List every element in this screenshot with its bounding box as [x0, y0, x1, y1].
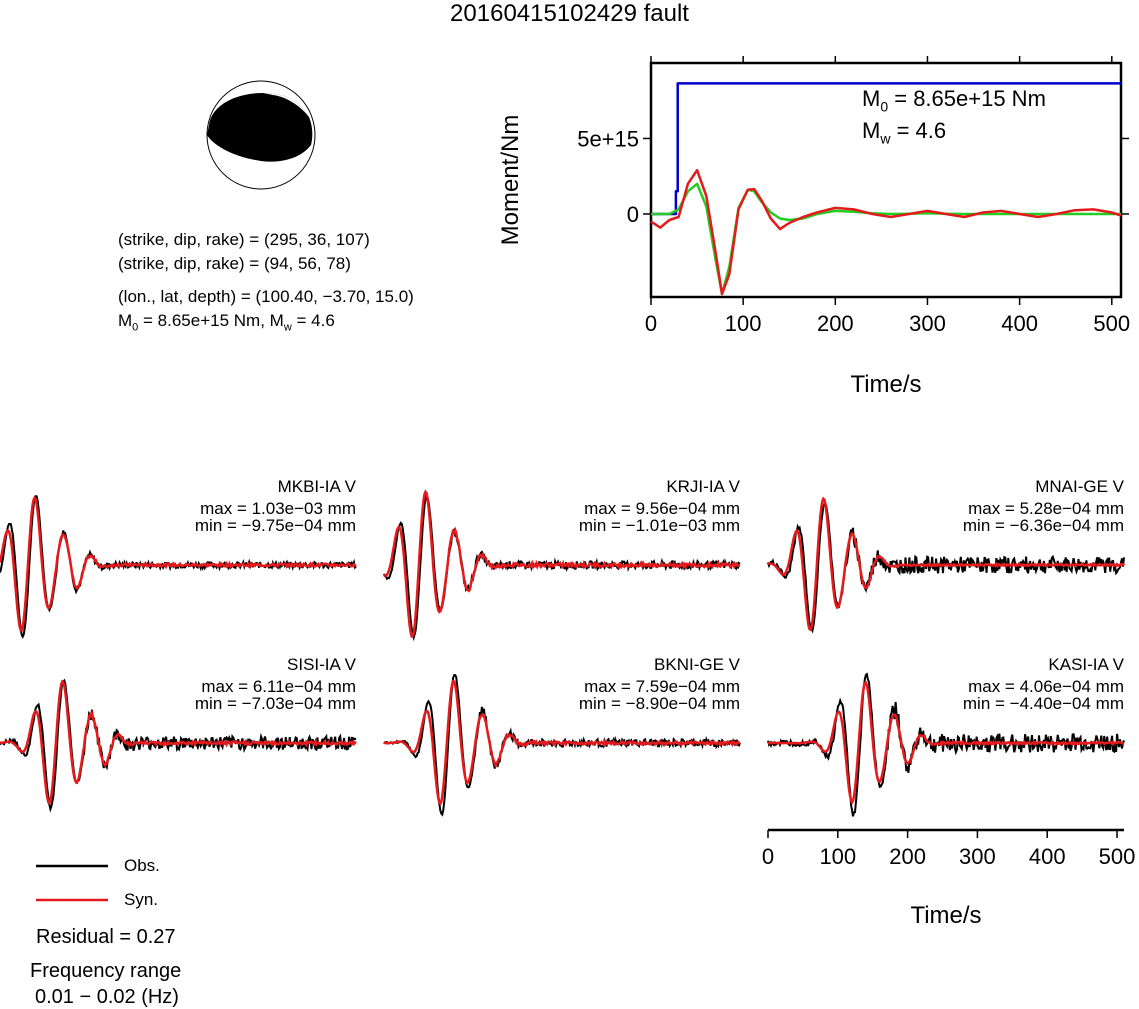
station-station: KASI-IA V: [1048, 655, 1124, 674]
stf-plot-frame: [649, 61, 1123, 299]
residual-text: Residual = 0.27: [36, 926, 176, 948]
station-min: min = −7.03e−04 mm: [194, 694, 356, 713]
x-tick-label: 200: [817, 311, 854, 336]
nodal-plane-2: (strike, dip, rake) = (94, 56, 78): [118, 254, 351, 273]
red-moment-rate-line: [650, 168, 1122, 296]
station-max: max = 5.28e−04 mm: [968, 499, 1124, 518]
hypocenter-location: (lon., lat, depth) = (100.40, −3.70, 15.…: [118, 287, 414, 306]
focal-mechanism-beachball: [206, 80, 316, 190]
synthetic-waveform: [384, 679, 741, 806]
synthetic-waveform: [0, 495, 357, 632]
waveform-x-tick-label: 0: [762, 844, 774, 869]
waveform-x-tick-label: 300: [959, 844, 996, 869]
waveform-x-tick-label: 100: [819, 844, 856, 869]
station-station: KRJI-IA V: [666, 477, 740, 496]
station-max: max = 6.11e−04 mm: [201, 677, 356, 696]
station-station: SISI-IA V: [287, 655, 356, 674]
station-station: MKBI-IA V: [277, 477, 356, 496]
stf-mw-annotation: Mw = 4.6: [862, 118, 947, 147]
x-tick-label: 500: [1093, 311, 1130, 336]
moment-magnitude-summary: M0 = 8.65e+15 Nm, Mw = 4.6: [118, 311, 335, 334]
beachball-compression-quadrant: [207, 93, 313, 162]
x-tick-label: 100: [725, 311, 762, 336]
waveform-x-tick-label: 500: [1099, 844, 1136, 869]
stf-m0-annotation: M0 = 8.65e+15 Nm: [862, 86, 1046, 115]
x-tick-label: 300: [909, 311, 946, 336]
station-max: max = 4.06e−04 mm: [968, 677, 1124, 696]
station-label-block: BKNI-GE V max = 7.59e−04 mm min = −8.90e−0…: [579, 656, 740, 712]
x-tick-label: 0: [645, 311, 657, 336]
station-label-block: KASI-IA V max = 4.06e−04 mm min = −4.40e−0…: [963, 656, 1124, 712]
station-min: min = −6.36e−04 mm: [962, 516, 1124, 535]
waveform-x-axis-label: Time/s: [910, 902, 981, 929]
synthetic-waveform: [383, 489, 741, 638]
nodal-plane-1: (strike, dip, rake) = (295, 36, 107): [118, 230, 370, 249]
green-moment-rate-line: [651, 182, 1121, 296]
legend-syn-label: Syn.: [124, 890, 159, 909]
station-label-block: SISI-IA V max = 6.11e−04 mm min = −7.03e−0…: [195, 656, 356, 712]
station-max: max = 9.56e−04 mm: [584, 499, 740, 518]
y-tick-label: 5e+15: [577, 126, 639, 151]
waveform-x-tick-label: 400: [1029, 844, 1066, 869]
station-station: BKNI-GE V: [654, 655, 740, 674]
waveform-x-tick-label: 200: [889, 844, 926, 869]
station-max: max = 1.03e−03 mm: [200, 499, 356, 518]
station-station: MNAI-GE V: [1035, 477, 1124, 496]
legend-obs-label: Obs.: [124, 856, 160, 875]
moment-rate-chart: 0 100 200 300 400 500 0 5e+15 Moment/Nm Time/s: [497, 56, 1130, 398]
frequency-range-title: Frequency range: [30, 960, 182, 982]
x-tick-label: 400: [1001, 311, 1038, 336]
y-tick-label: 0: [627, 202, 639, 227]
station-min: min = −9.75e−04 mm: [194, 516, 356, 535]
station-min: min = −4.40e−04 mm: [962, 694, 1124, 713]
synthetic-waveform: [767, 681, 1125, 805]
synthetic-waveform: [0, 679, 357, 805]
frequency-range-value: 0.01 − 0.02 (Hz): [35, 986, 179, 1008]
station-max: max = 7.59e−04 mm: [584, 677, 740, 696]
station-min: min = −8.90e−04 mm: [578, 694, 740, 713]
station-label-block: MNAI-GE V max = 5.28e−04 mm min = −6.36e−0…: [963, 478, 1124, 534]
station-label-block: KRJI-IA V max = 9.56e−04 mm min = −1.01e−0…: [579, 478, 740, 534]
station-min: min = −1.01e−03 mm: [578, 516, 740, 535]
legend-lines: [36, 864, 108, 902]
synthetic-waveform: [767, 496, 1126, 632]
station-label-block: MKBI-IA V max = 1.03e−03 mm min = −9.75e−0…: [195, 478, 356, 534]
x-axis-label: Time/s: [850, 371, 921, 398]
y-axis-label: Moment/Nm: [497, 115, 524, 246]
figure-title: 20160415102429 fault: [450, 0, 689, 27]
waveform-panels: 0 100 200 300 400 500 Time/s: [0, 489, 1136, 929]
